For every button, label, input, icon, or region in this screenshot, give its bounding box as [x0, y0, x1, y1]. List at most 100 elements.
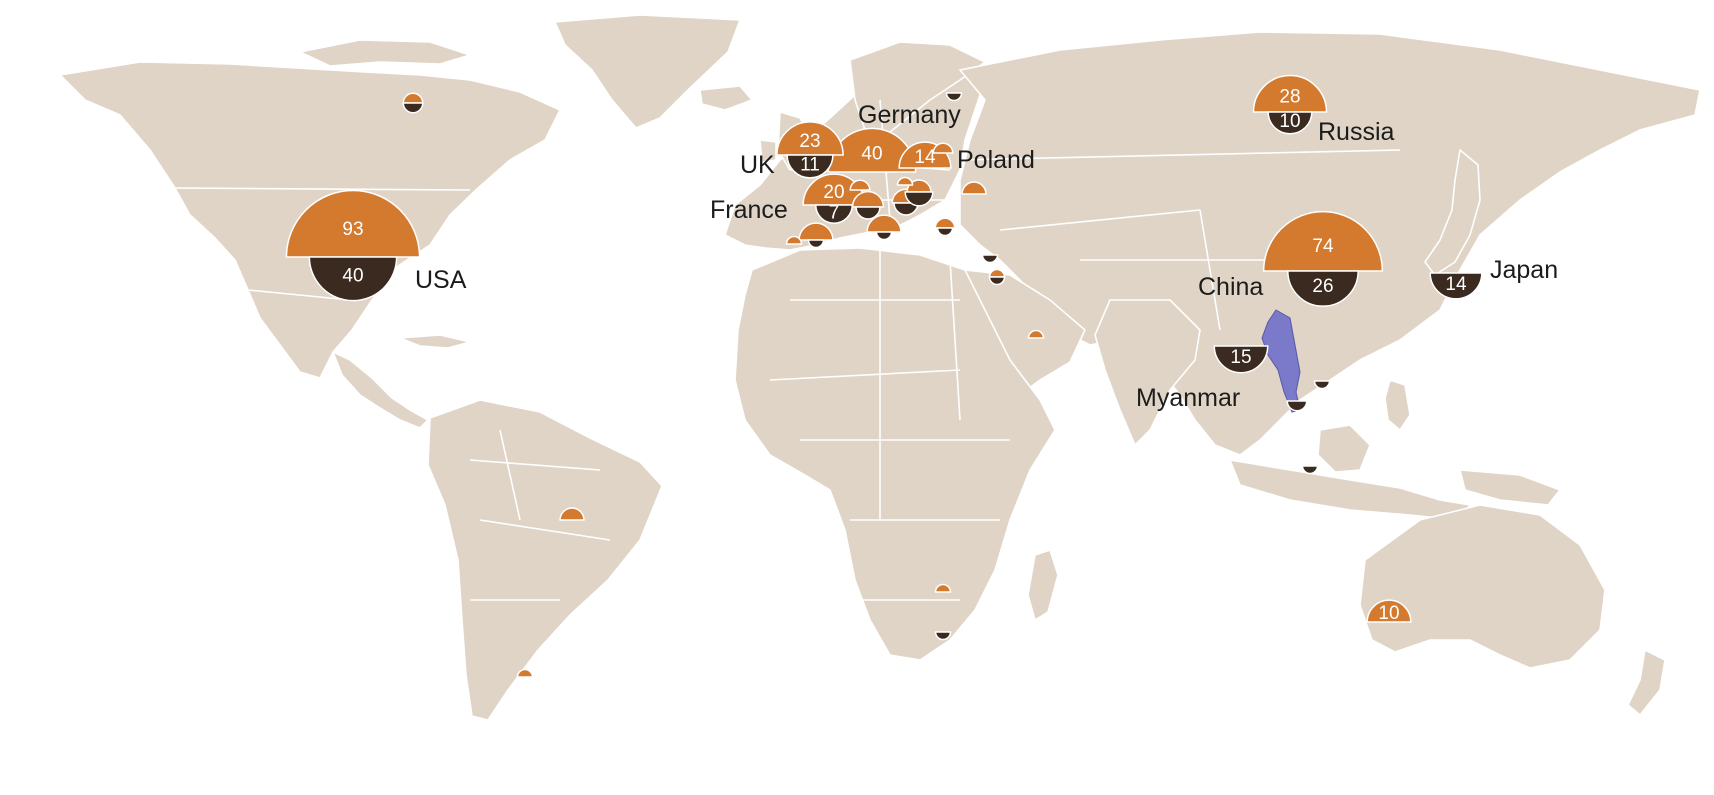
marker-italy[interactable]: [866, 214, 902, 241]
marker-china[interactable]: 74 26 China: [1198, 210, 1384, 307]
marker-portugal[interactable]: [785, 235, 803, 245]
marker-uk-bottom-half[interactable]: [786, 154, 834, 179]
marker-uk-bottom-value: 11: [800, 155, 820, 176]
marker-china-top-half[interactable]: [1262, 210, 1384, 272]
marker-russia-bottom-half[interactable]: [1267, 111, 1313, 135]
marker-vietnam-bottom-half[interactable]: [1313, 380, 1331, 390]
marker-finland-bottom-half[interactable]: [945, 92, 963, 102]
country-label-myanmar: Myanmar: [1136, 384, 1240, 412]
marker-argentina[interactable]: [516, 668, 534, 678]
marker-vietnam[interactable]: [1313, 380, 1331, 390]
marker-spain-bottom-half[interactable]: [807, 239, 825, 249]
marker-switzerland-top-half[interactable]: [851, 190, 885, 208]
marker-saudi-arabia-top-half[interactable]: [1027, 329, 1045, 339]
country-label-poland: Poland: [957, 146, 1035, 174]
marker-uk-top-value: 23: [799, 131, 820, 152]
marker-hungary-bottom-half[interactable]: [936, 227, 954, 237]
marker-myanmar-bottom-half[interactable]: [1213, 345, 1269, 374]
land-india: [1094, 299, 1201, 446]
marker-poland-top-value: 14: [914, 147, 936, 168]
marker-finland[interactable]: [945, 92, 963, 102]
marker-saudi-arabia[interactable]: [1027, 329, 1045, 339]
country-myanmar-highlight: [1261, 309, 1301, 413]
country-label-china: China: [1198, 273, 1263, 301]
marker-australia-top-half[interactable]: [1366, 599, 1412, 623]
country-label-russia: Russia: [1318, 118, 1395, 146]
marker-israel[interactable]: [988, 268, 1006, 286]
marker-myanmar[interactable]: 15 Myanmar: [1136, 345, 1269, 412]
marker-ukraine[interactable]: [961, 181, 987, 195]
country-label-usa: USA: [415, 266, 467, 294]
marker-germany[interactable]: 40 Germany: [827, 101, 961, 173]
marker-canada-top-half[interactable]: [402, 92, 424, 104]
marker-lithuania-top-half[interactable]: [932, 142, 954, 154]
marker-zimbabwe-top-half[interactable]: [934, 583, 952, 593]
marker-thailand-bottom-half[interactable]: [1286, 400, 1308, 412]
marker-argentina-top-half[interactable]: [516, 668, 534, 678]
marker-germany-top-value: 40: [861, 144, 882, 165]
marker-south-africa[interactable]: [934, 631, 952, 641]
marker-serbia-top-half[interactable]: [896, 176, 914, 186]
marker-turkey-bottom-half[interactable]: [981, 254, 999, 264]
land-new-guinea: [1459, 469, 1561, 506]
marker-brazil-top-half[interactable]: [559, 507, 585, 521]
land-new-zealand: [1627, 649, 1666, 716]
marker-zimbabwe[interactable]: [934, 583, 952, 593]
country-label-france: France: [710, 196, 788, 224]
marker-japan-bottom-half[interactable]: [1429, 272, 1483, 300]
marker-serbia[interactable]: [896, 176, 914, 186]
land-borneo: [1317, 424, 1371, 473]
marker-canada[interactable]: [402, 92, 424, 114]
marker-south-africa-bottom-half[interactable]: [934, 631, 952, 641]
marker-netherlands-top-half[interactable]: [849, 179, 871, 191]
marker-russia[interactable]: 28 10 Russia: [1252, 75, 1395, 146]
marker-layer: 93 40 USA 74 26 China 40 Germany 28 10 Russia 23 11 U…: [285, 75, 1558, 678]
marker-thailand[interactable]: [1286, 400, 1308, 412]
marker-france-top-value: 20: [823, 182, 844, 203]
marker-malaysia[interactable]: [1301, 465, 1319, 475]
marker-spain[interactable]: [798, 222, 834, 249]
marker-china-top-value: 74: [1312, 236, 1334, 257]
marker-brazil[interactable]: [559, 507, 585, 521]
marker-russia-top-half[interactable]: [1252, 75, 1328, 113]
marker-israel-top-half[interactable]: [988, 268, 1006, 278]
marker-netherlands[interactable]: [849, 179, 871, 191]
marker-ukraine-top-half[interactable]: [961, 181, 987, 195]
marker-switzerland[interactable]: [851, 190, 885, 220]
country-label-uk: UK: [740, 151, 775, 179]
marker-france-bottom-value: 7: [829, 203, 840, 224]
marker-uk-top-half[interactable]: [776, 121, 844, 156]
land-arctic-islands: [299, 39, 471, 67]
marker-australia[interactable]: 10: [1366, 599, 1412, 624]
marker-portugal-top-half[interactable]: [785, 235, 803, 245]
marker-spain-top-half[interactable]: [798, 222, 834, 241]
marker-lithuania[interactable]: [932, 142, 954, 154]
land-scandinavia: [849, 41, 986, 141]
marker-israel-bottom-half[interactable]: [988, 276, 1006, 286]
land-australia: [1359, 504, 1606, 669]
marker-hungary-top-half[interactable]: [934, 217, 956, 229]
land-iceland: [699, 85, 753, 111]
land-ireland: [759, 139, 777, 163]
marker-italy-bottom-half[interactable]: [875, 231, 893, 241]
marker-malaysia-bottom-half[interactable]: [1301, 465, 1319, 475]
marker-australia-top-value: 10: [1378, 603, 1399, 624]
marker-usa-bottom-half[interactable]: [308, 256, 398, 302]
marker-uk[interactable]: 23 11 UK: [740, 121, 844, 179]
marker-usa[interactable]: 93 40 USA: [285, 189, 467, 302]
land-greenland: [554, 14, 741, 129]
marker-usa-top-half[interactable]: [285, 189, 421, 258]
marker-switzerland-bottom-half[interactable]: [855, 206, 881, 220]
marker-france-bottom-half[interactable]: [814, 204, 854, 224]
marker-italy-top-half[interactable]: [866, 214, 902, 233]
marker-china-bottom-half[interactable]: [1287, 270, 1359, 307]
marker-canada-bottom-half[interactable]: [402, 102, 424, 114]
marker-hungary[interactable]: [934, 217, 956, 237]
marker-russia-top-value: 28: [1279, 87, 1300, 108]
marker-japan-bottom-value: 14: [1445, 274, 1467, 295]
marker-japan[interactable]: 14 Japan: [1429, 256, 1558, 300]
marker-czechia-bottom-half[interactable]: [904, 191, 934, 207]
marker-turkey[interactable]: [981, 254, 999, 264]
land-africa: [734, 247, 1056, 661]
